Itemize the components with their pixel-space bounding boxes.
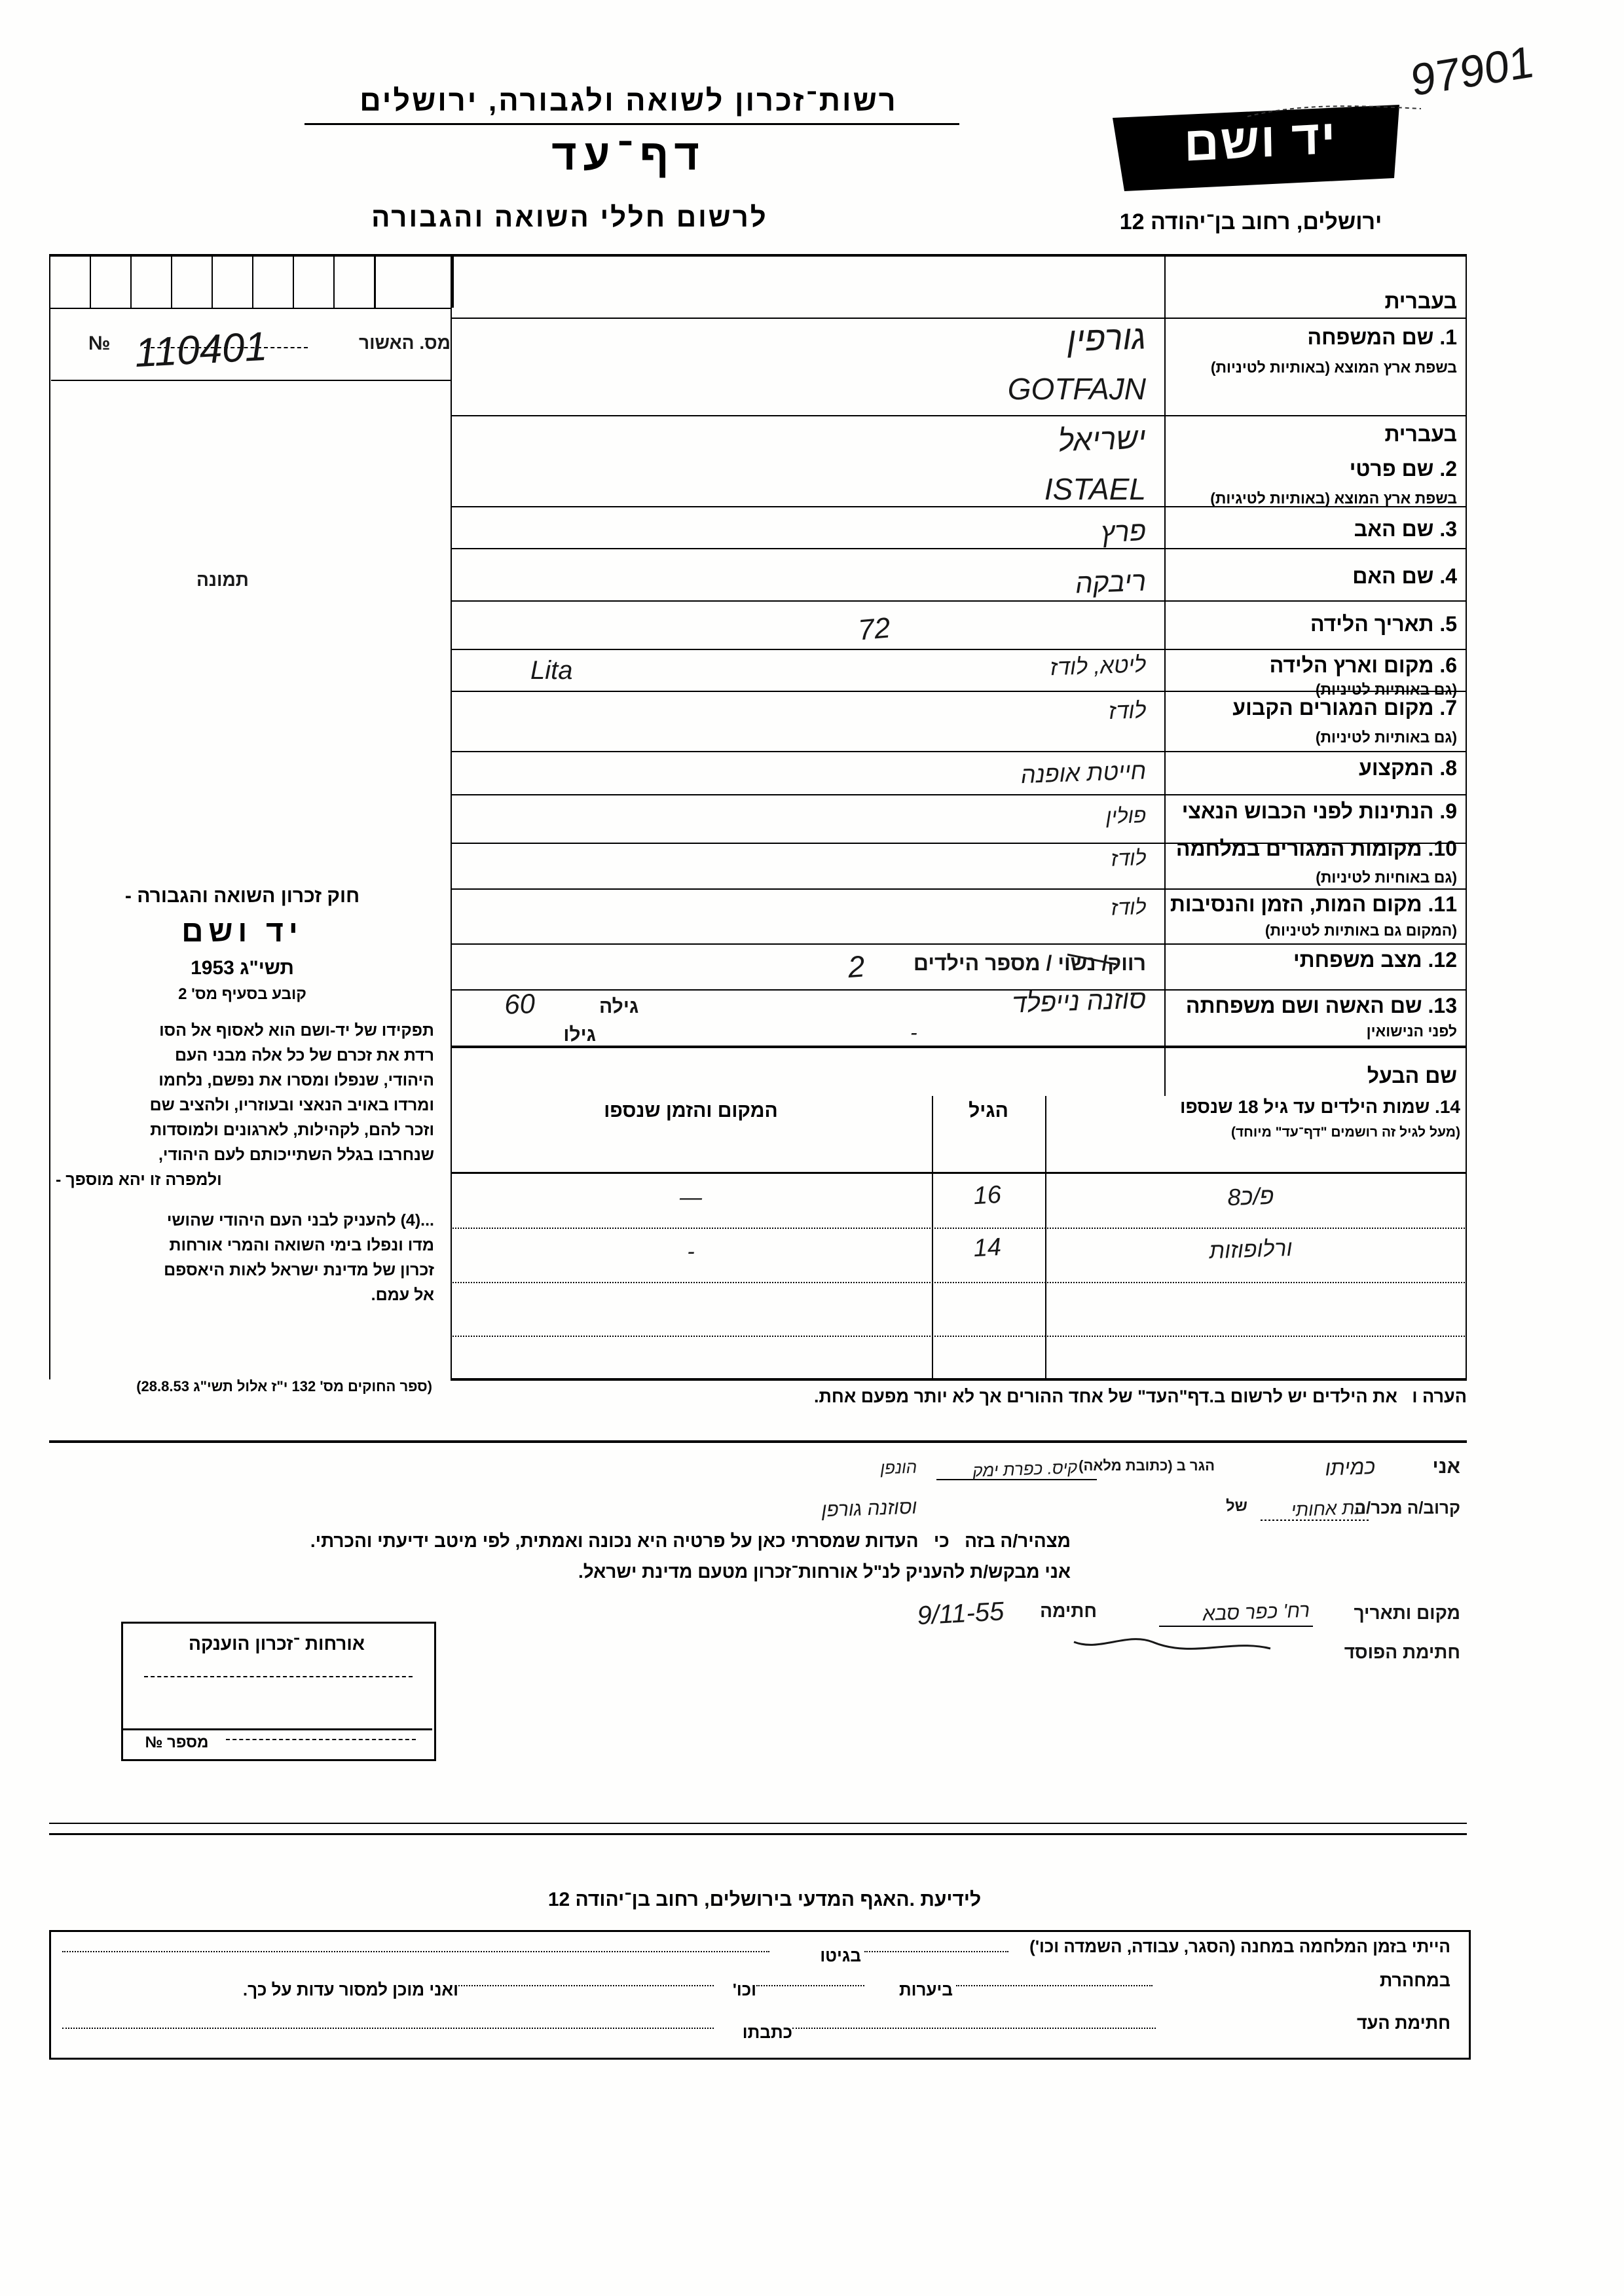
svg-text:ליטא, לודז: ליטא, לודז xyxy=(1050,652,1147,680)
svg-text:16: 16 xyxy=(973,1181,1003,1210)
svg-text:סוזנה נייפלד: סוזנה נייפלד xyxy=(1012,985,1147,1019)
svg-text:קיס. כפרת ימק: קיס. כפרת ימק xyxy=(972,1457,1078,1481)
svg-text:ורלופוזות: ורלופוזות xyxy=(1208,1236,1293,1264)
svg-text:חתימה: חתימה xyxy=(1040,1601,1097,1621)
svg-text:קרוב/ה מכר/ה: קרוב/ה מכר/ה xyxy=(1354,1498,1460,1518)
svg-text:Lita: Lita xyxy=(530,656,573,685)
svg-text:—: — xyxy=(679,1185,703,1210)
svg-text:גילו: גילו xyxy=(563,1024,596,1046)
svg-text:97901: 97901 xyxy=(1410,37,1535,106)
svg-text:חייטת אופנה: חייטת אופנה xyxy=(1020,757,1147,788)
svg-text:גילה: גילה xyxy=(599,996,638,1017)
svg-text:60: 60 xyxy=(504,988,536,1020)
svg-text:רח' כפר סבא: רח' כפר סבא xyxy=(1202,1600,1310,1626)
svg-text:2: 2 xyxy=(846,949,866,984)
svg-text:הגר ב (כתובת מלאה): הגר ב (כתובת מלאה) xyxy=(1079,1457,1215,1474)
svg-text:בת אחותי: בת אחותי xyxy=(1291,1497,1366,1520)
svg-text:לודז: לודז xyxy=(1108,698,1147,724)
svg-text:לודז: לודז xyxy=(1111,895,1147,920)
svg-text:חתימת הפוסד: חתימת הפוסד xyxy=(1344,1642,1460,1662)
svg-text:לודז: לודז xyxy=(1111,846,1147,871)
svg-text:פרץ: פרץ xyxy=(1100,517,1147,548)
svg-text:פ/כ8: פ/כ8 xyxy=(1227,1182,1274,1211)
svg-text:גורפין: גורפין xyxy=(1066,318,1147,359)
svg-text:וסוזנה גורפן: וסוזנה גורפן xyxy=(821,1497,917,1522)
svg-text:כמיתו: כמיתו xyxy=(1325,1455,1376,1480)
svg-text:-: - xyxy=(910,1021,917,1044)
svg-text:14: 14 xyxy=(973,1233,1002,1262)
svg-text:אני: אני xyxy=(1433,1456,1460,1478)
svg-text:מקום ותאריך: מקום ותאריך xyxy=(1354,1603,1460,1623)
svg-text:9/11-55: 9/11-55 xyxy=(917,1597,1006,1630)
svg-text:פולין: פולין xyxy=(1105,803,1147,828)
svg-text:ריבקה: ריבקה xyxy=(1075,566,1147,599)
svg-text:ISTAEL: ISTAEL xyxy=(1044,472,1146,506)
svg-text:72: 72 xyxy=(857,611,891,646)
svg-text:-: - xyxy=(687,1239,694,1264)
svg-text:ישריאל: ישריאל xyxy=(1058,422,1147,458)
svg-text:של: של xyxy=(1226,1497,1247,1515)
svg-text:הונפן: הונפן xyxy=(879,1457,917,1478)
svg-text:GOTFAJN: GOTFAJN xyxy=(1008,372,1147,406)
svg-text:110401: 110401 xyxy=(134,324,268,376)
